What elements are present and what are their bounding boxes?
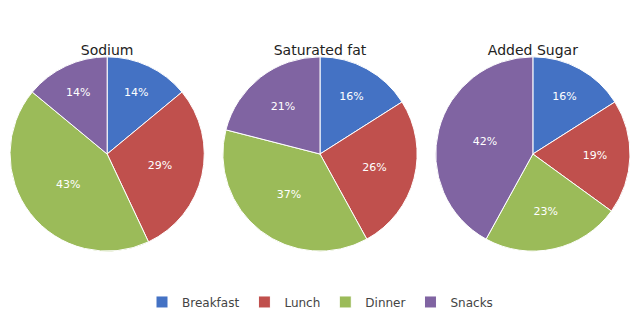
svg-text:14%: 14% [124, 86, 148, 99]
svg-text:Dinner: Dinner [365, 296, 405, 310]
svg-text:19%: 19% [583, 149, 607, 162]
svg-text:Added Sugar: Added Sugar [488, 42, 578, 58]
svg-text:Lunch: Lunch [284, 296, 320, 310]
svg-text:42%: 42% [473, 135, 497, 148]
svg-text:14%: 14% [66, 86, 90, 99]
svg-text:16%: 16% [339, 90, 363, 103]
svg-text:29%: 29% [148, 159, 172, 172]
svg-text:26%: 26% [362, 161, 386, 174]
svg-text:23%: 23% [533, 205, 557, 218]
svg-text:16%: 16% [552, 90, 576, 103]
svg-text:37%: 37% [277, 188, 301, 201]
svg-text:Saturated fat: Saturated fat [274, 42, 367, 58]
svg-text:Sodium: Sodium [81, 42, 134, 58]
svg-text:21%: 21% [271, 100, 295, 113]
svg-text:Breakfast: Breakfast [182, 296, 239, 310]
svg-text:Snacks: Snacks [450, 296, 492, 310]
svg-text:43%: 43% [56, 178, 80, 191]
